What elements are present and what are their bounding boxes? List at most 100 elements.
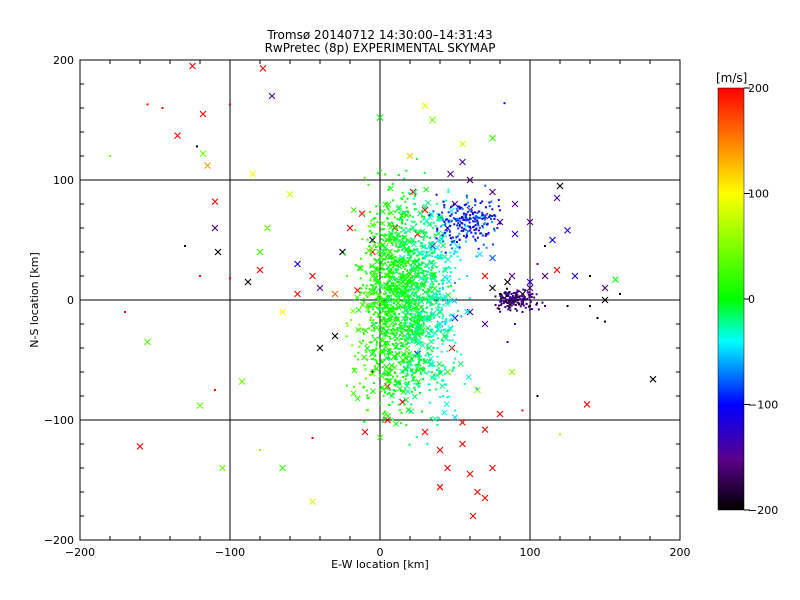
dot-marker [426, 442, 429, 445]
dot-marker [389, 263, 392, 266]
dot-marker [437, 416, 440, 419]
dot-marker [406, 390, 409, 393]
dot-marker [427, 270, 430, 273]
dot-marker [382, 228, 385, 231]
dot-marker [430, 335, 433, 338]
dot-marker [409, 370, 412, 373]
dot-marker [409, 254, 412, 257]
dot-marker [423, 257, 426, 260]
dot-marker [404, 375, 407, 378]
dot-marker [404, 222, 407, 225]
dot-marker [483, 222, 486, 225]
dot-marker [415, 223, 418, 226]
dot-marker [386, 280, 389, 283]
dot-marker [440, 256, 443, 259]
dot-marker [432, 298, 435, 301]
dot-marker [436, 337, 439, 340]
dot-marker [390, 290, 393, 293]
dot-marker [426, 351, 429, 354]
dot-marker [421, 333, 424, 336]
x-tick-label: 100 [520, 546, 541, 559]
dot-marker [428, 253, 431, 256]
dot-marker [463, 227, 466, 230]
colorbar-tick-label: 0 [748, 293, 755, 306]
cross-marker [372, 289, 379, 296]
dot-marker [450, 213, 453, 216]
dot-marker [406, 317, 409, 320]
dot-marker [444, 372, 447, 375]
dot-marker [389, 288, 392, 291]
dot-marker [394, 389, 397, 392]
cross-marker [421, 102, 429, 109]
dot-marker [476, 211, 479, 214]
dot-marker [471, 226, 474, 229]
cross-marker [189, 62, 196, 70]
dot-marker [410, 304, 413, 307]
cross-marker [553, 266, 561, 274]
dot-marker [430, 313, 433, 316]
dot-marker [408, 299, 411, 302]
dot-marker [381, 327, 384, 330]
cross-marker [389, 319, 396, 326]
dot-marker [457, 219, 460, 222]
dot-marker [433, 249, 436, 252]
dot-marker [384, 301, 387, 304]
dot-marker [373, 365, 376, 368]
dot-marker [477, 224, 480, 227]
cross-marker [425, 199, 431, 206]
dot-marker [412, 240, 415, 243]
cross-marker [431, 290, 438, 297]
dot-marker [515, 292, 518, 295]
dot-marker [442, 395, 445, 398]
cross-marker [400, 226, 407, 233]
dot-marker [481, 234, 484, 237]
dot-marker [426, 347, 429, 350]
dot-marker [384, 310, 387, 313]
cross-marker [441, 253, 448, 260]
dot-marker [419, 333, 422, 336]
cross-marker [411, 393, 418, 400]
dot-marker [417, 382, 420, 385]
dot-marker [373, 235, 376, 238]
dot-marker [371, 292, 374, 295]
cross-marker [418, 298, 425, 305]
dot-marker [429, 283, 432, 286]
cross-marker [384, 340, 391, 347]
dot-marker [359, 327, 362, 330]
dot-marker [386, 282, 389, 285]
cross-marker [414, 263, 421, 270]
dot-marker [435, 193, 438, 196]
dot-marker [393, 293, 396, 296]
dot-marker [517, 295, 520, 298]
dot-marker [428, 260, 431, 263]
cross-marker [601, 296, 609, 304]
dot-marker [124, 311, 126, 313]
dot-marker [391, 351, 394, 354]
cross-marker [369, 351, 376, 358]
dot-marker [438, 315, 441, 318]
dot-marker [444, 218, 447, 221]
dot-marker [493, 229, 496, 232]
dot-marker [434, 224, 437, 227]
cross-marker [459, 140, 466, 148]
dot-marker [413, 330, 416, 333]
dot-marker [437, 367, 440, 370]
dot-marker [408, 248, 411, 251]
dot-marker [447, 221, 450, 224]
dot-marker [401, 247, 404, 250]
dot-marker [399, 321, 402, 324]
dot-marker [493, 214, 496, 217]
cross-marker [379, 337, 386, 344]
cross-marker [399, 330, 405, 337]
dot-marker [413, 252, 416, 255]
cross-marker [418, 304, 425, 311]
dot-marker [381, 337, 384, 340]
cross-marker [541, 272, 549, 280]
dot-marker [409, 250, 412, 253]
dot-marker [401, 354, 404, 357]
dot-marker [384, 202, 387, 205]
cross-marker [508, 272, 516, 280]
dot-marker [440, 225, 443, 228]
x-tick-label: −200 [65, 546, 95, 559]
dot-marker [430, 286, 433, 289]
